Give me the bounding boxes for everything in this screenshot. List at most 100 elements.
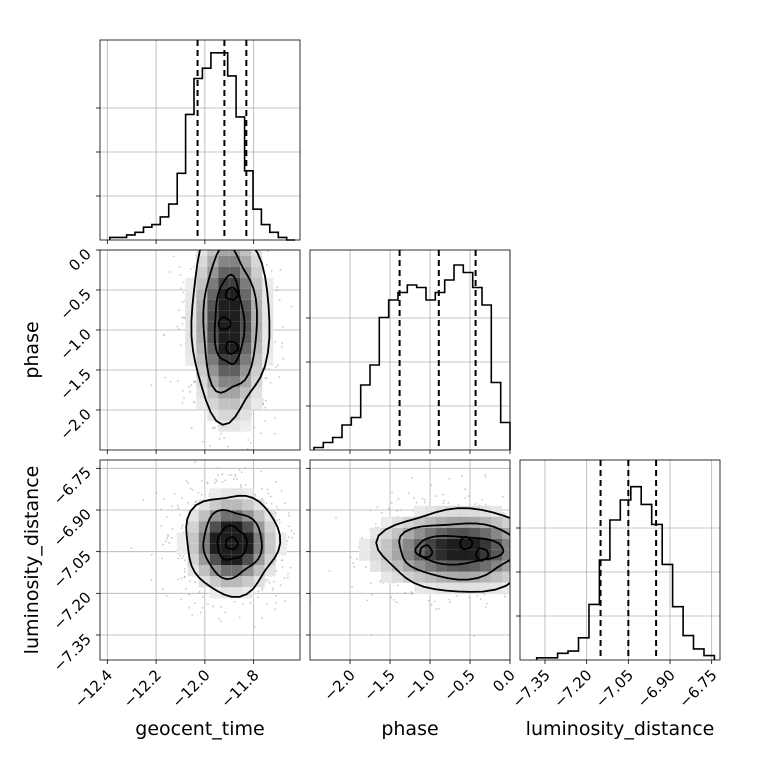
scatter-point [253, 426, 256, 429]
scatter-point [511, 565, 513, 567]
scatter-point [572, 548, 574, 550]
scatter-point [287, 573, 289, 575]
scatter-point [275, 289, 278, 292]
density-cell [229, 343, 241, 355]
density-cell [458, 582, 469, 594]
scatter-point [502, 495, 504, 498]
density-cell [196, 343, 208, 355]
density-cell [218, 288, 230, 300]
density-cell [458, 571, 469, 583]
scatter-point [190, 230, 192, 232]
scatter-point [303, 522, 305, 524]
scatter-point [170, 536, 173, 539]
scatter-point [548, 534, 550, 536]
density-cell [491, 560, 502, 572]
density-cell [231, 543, 243, 555]
scatter-point [261, 617, 264, 619]
scatter-point [257, 596, 259, 599]
scatter-point [166, 537, 169, 540]
marginal-panel-phase [306, 249, 511, 454]
density-cell [185, 277, 197, 289]
density-cell [240, 420, 252, 432]
density-blocks [359, 505, 546, 594]
scatter-point [476, 595, 479, 597]
scatter-point [537, 555, 539, 557]
density-cell [264, 521, 276, 533]
x-axis-label-luminosity-distance: luminosity_distance [526, 718, 715, 740]
scatter-point [514, 561, 516, 563]
density-cell [229, 409, 241, 421]
density-cell [359, 538, 370, 550]
scatter-point [150, 579, 153, 581]
density-cell [502, 538, 510, 550]
scatter-point [423, 499, 426, 501]
density-cell [436, 582, 447, 594]
scatter-point [529, 518, 531, 520]
density-cell [240, 398, 252, 410]
scatter-point [526, 559, 528, 561]
scatter-point [304, 533, 306, 535]
scatter-point [255, 215, 257, 217]
scatter-point [300, 512, 302, 514]
scatter-point [530, 532, 532, 534]
scatter-point [227, 244, 229, 246]
density-cell [392, 538, 403, 550]
scatter-point [202, 440, 204, 443]
density-cell [220, 587, 232, 599]
scatter-point [201, 480, 204, 482]
scatter-point [270, 502, 273, 505]
density-cell [251, 234, 262, 245]
density-cell [414, 582, 425, 594]
density-cell [480, 571, 491, 583]
density-cell [447, 560, 458, 572]
scatter-point [185, 479, 188, 482]
scatter-point [211, 245, 213, 247]
scatter-point [534, 567, 536, 569]
density-cell [469, 538, 480, 550]
scatter-point [179, 554, 181, 557]
density-cell [229, 266, 241, 278]
scatter-point [188, 607, 191, 609]
density-cell [231, 554, 243, 566]
density-cell [240, 332, 252, 344]
x-tick-label-geocent-time-2: −12.0 [168, 666, 213, 711]
scatter-point [192, 380, 195, 382]
density-cell [535, 528, 546, 539]
scatter-point [532, 562, 534, 564]
density-cell [524, 561, 535, 572]
density-cell [264, 543, 276, 555]
density-cell [209, 488, 221, 500]
scatter-point [268, 581, 271, 584]
density-cell [209, 543, 221, 555]
scatter-point [269, 495, 272, 498]
scatter-point [230, 228, 232, 230]
density-cell [447, 505, 458, 517]
scatter-point [236, 478, 238, 481]
density-cell [218, 255, 230, 267]
joint-panel-content [310, 460, 574, 660]
density-cell [229, 376, 241, 388]
scatter-point [234, 236, 236, 238]
scatter-point [370, 582, 372, 585]
density-cell [251, 266, 263, 278]
density-cell [207, 354, 219, 366]
density-cell [253, 510, 265, 522]
density-cell [251, 365, 263, 377]
scatter-point [245, 236, 247, 238]
scatter-point [218, 437, 221, 440]
scatter-point [194, 461, 197, 464]
scatter-point [281, 342, 284, 344]
scatter-point [250, 246, 252, 248]
scatter-point [244, 467, 247, 469]
y-tick-label-phase-3: −0.5 [56, 285, 94, 323]
density-cell [196, 266, 208, 278]
scatter-point [262, 399, 264, 401]
scatter-point [219, 452, 221, 454]
scatter-point [224, 611, 227, 614]
scatter-point [283, 502, 286, 505]
scatter-point [563, 520, 565, 522]
density-cell [458, 560, 469, 572]
scatter-point [457, 504, 460, 506]
density-cell [524, 550, 535, 561]
density-cell [207, 288, 219, 300]
